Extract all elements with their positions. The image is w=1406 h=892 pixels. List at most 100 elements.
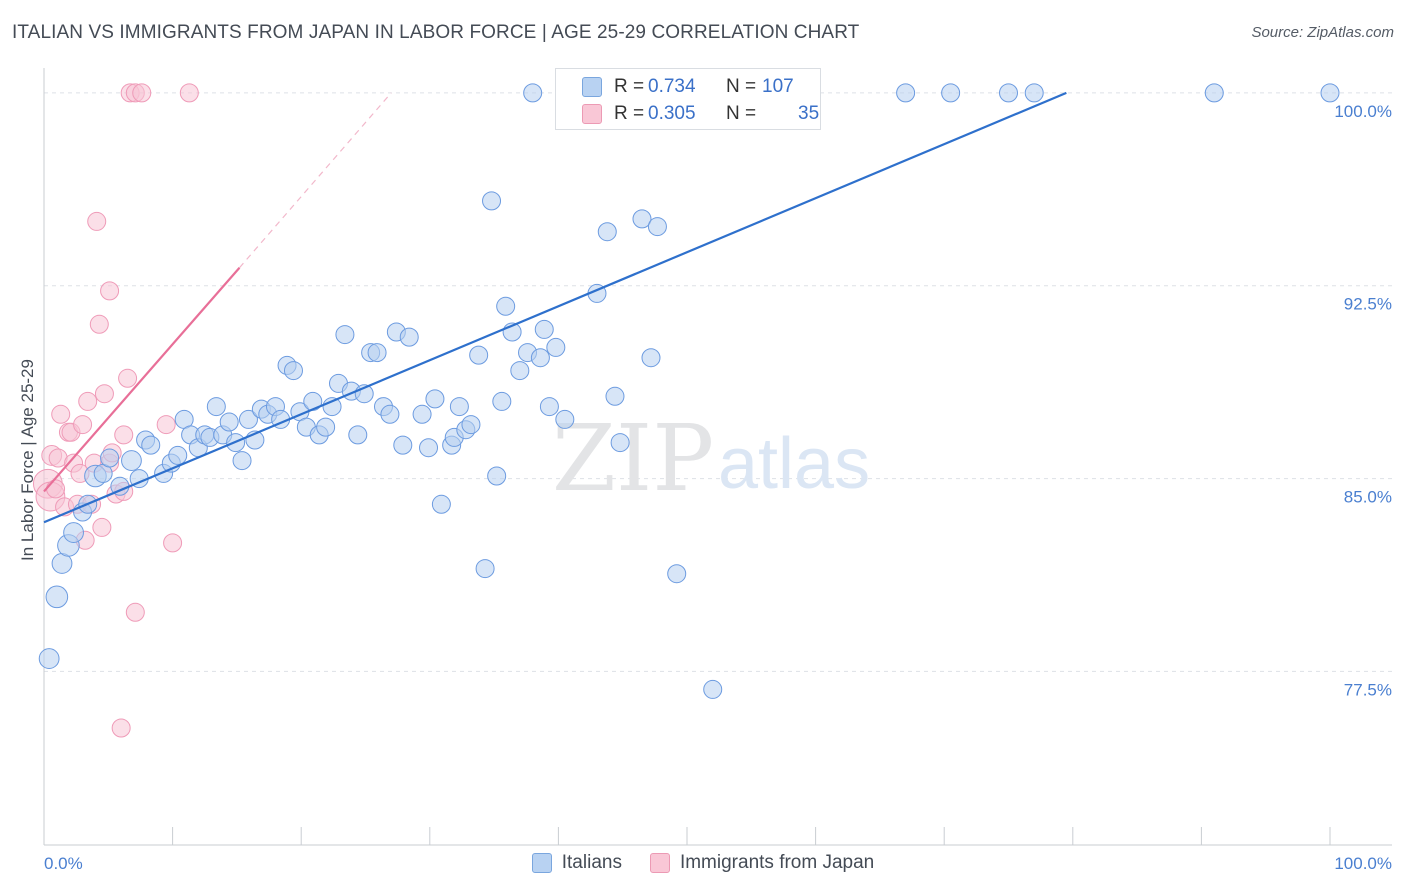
- x-tick-labels: 0.0% 100.0%: [44, 854, 1392, 873]
- japan-point: [100, 281, 120, 301]
- japan-point: [111, 718, 131, 738]
- japan-point: [73, 415, 93, 435]
- italians-point: [1320, 83, 1340, 103]
- italians-point: [63, 522, 84, 543]
- italians-point: [232, 451, 252, 471]
- italians-point: [316, 417, 336, 437]
- bottom-legend: Italians Immigrants from Japan: [0, 852, 1406, 874]
- italians-point: [348, 425, 368, 445]
- legend-label-italians: Italians: [561, 852, 622, 873]
- japan-trend-extension: [239, 92, 392, 269]
- italians-point: [121, 450, 142, 471]
- italians-point: [419, 438, 439, 458]
- japan-point: [125, 602, 145, 622]
- italians-point: [425, 389, 445, 409]
- japan-point: [156, 415, 176, 435]
- source-credit: Source: ZipAtlas.com: [1251, 24, 1394, 41]
- legend-label-japan: Immigrants from Japan: [679, 852, 875, 873]
- y-axis-title: In Labor Force | Age 25-29: [18, 359, 37, 561]
- r-value: 0.734: [648, 76, 696, 97]
- italians-point: [461, 415, 481, 435]
- n-label: N =: [726, 76, 757, 97]
- japan-point: [94, 384, 114, 404]
- italians-point: [283, 361, 303, 381]
- italians-trend-line: [43, 91, 1067, 524]
- italians-point: [492, 391, 512, 411]
- y-tick-label: 85.0%: [1344, 488, 1392, 507]
- y-tick-labels: 100.0% 92.5% 85.0% 77.5%: [1334, 102, 1392, 700]
- italians-point: [597, 222, 617, 242]
- italians-point: [1204, 83, 1224, 103]
- italians-point: [431, 494, 451, 514]
- italians-point: [380, 404, 400, 424]
- n-value: 35: [798, 103, 820, 124]
- japan-point: [78, 391, 98, 411]
- japan-point: [89, 314, 109, 334]
- italians-point: [534, 319, 554, 339]
- n-label: N =: [726, 103, 757, 124]
- italians-point: [219, 412, 239, 432]
- japan-point: [118, 368, 138, 388]
- italians-point: [482, 191, 502, 211]
- italians-point: [487, 466, 507, 486]
- legend-item-japan: Immigrants from Japan: [649, 852, 875, 874]
- italians-point: [530, 348, 550, 368]
- italians-point: [100, 448, 120, 468]
- japan-trend-line: [43, 266, 241, 493]
- italians-point: [546, 337, 566, 357]
- italians-point: [641, 348, 661, 368]
- japan-point: [46, 479, 66, 499]
- italians-point: [469, 345, 489, 365]
- correlation-legend: R = 0.734 N = 107 R = 0.305 N = 35: [555, 68, 821, 130]
- italians-point: [539, 397, 559, 417]
- japan-point: [92, 517, 112, 537]
- chart-title: ITALIAN VS IMMIGRANTS FROM JAPAN IN LABO…: [12, 22, 860, 43]
- grid-lines: [44, 92, 1392, 672]
- italians-point: [399, 327, 419, 347]
- watermark-zip: ZIP: [552, 405, 714, 512]
- blue-square-icon: [582, 77, 602, 97]
- italians-point: [393, 435, 413, 455]
- pink-square-icon: [649, 853, 670, 873]
- italians-point: [703, 679, 723, 699]
- italians-point: [605, 386, 625, 406]
- italians-point: [206, 397, 226, 417]
- legend-item-italians: Italians: [531, 852, 622, 874]
- y-tick-label: 92.5%: [1344, 295, 1392, 314]
- italians-point: [667, 564, 687, 584]
- italians-point: [38, 648, 60, 669]
- r-label: R =: [614, 103, 645, 124]
- trend-lines: [43, 91, 1067, 524]
- italians-point: [896, 83, 916, 103]
- italians-point: [1024, 83, 1044, 103]
- r-label: R =: [614, 76, 645, 97]
- japan-point: [51, 404, 71, 424]
- x-tick-label: 100.0%: [1334, 854, 1392, 873]
- blue-square-icon: [531, 853, 552, 873]
- japan-point: [132, 83, 152, 103]
- italians-point: [941, 83, 961, 103]
- n-value: 107: [762, 76, 794, 97]
- japan-point: [179, 83, 199, 103]
- japan-point: [87, 211, 107, 231]
- italians-point: [475, 559, 495, 579]
- y-tick-label: 100.0%: [1334, 102, 1392, 121]
- japan-point: [163, 533, 183, 553]
- watermark-atlas: atlas: [718, 424, 870, 504]
- italians-point: [555, 409, 575, 429]
- italians-point: [510, 361, 530, 381]
- italians-point: [523, 83, 543, 103]
- italians-point: [45, 585, 69, 609]
- y-tick-label: 77.5%: [1344, 680, 1392, 699]
- italians-point: [141, 435, 161, 455]
- italians-point: [449, 397, 469, 417]
- italians-point: [632, 209, 652, 229]
- italians-point: [647, 217, 667, 237]
- italians-point: [610, 433, 630, 453]
- r-value: 0.305: [648, 103, 696, 124]
- japan-point: [114, 425, 134, 445]
- italians-point: [412, 404, 432, 424]
- italians-point: [496, 296, 516, 316]
- pink-square-icon: [582, 104, 602, 124]
